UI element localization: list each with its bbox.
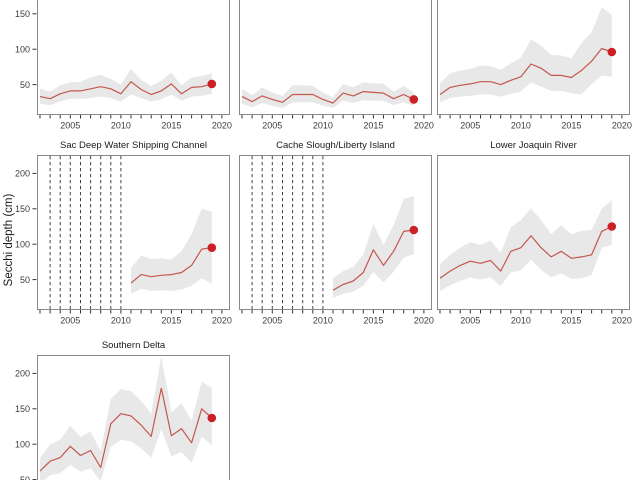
y-axis-tick-label: 200	[15, 169, 30, 179]
end-point-marker	[207, 243, 217, 252]
end-point-marker	[409, 95, 419, 104]
x-axis-tick-label: 2015	[161, 121, 181, 131]
end-point-marker	[207, 79, 217, 89]
confidence-ribbon	[440, 200, 612, 291]
x-axis-tick-label: 2020	[612, 316, 632, 326]
x-axis-tick-label: 2015	[161, 316, 181, 326]
facet-panel-border	[37, 155, 230, 310]
facet-panel-border	[437, 0, 630, 115]
y-axis-tick-label: 50	[20, 275, 30, 285]
facet-panel-border	[239, 155, 432, 310]
facet-title-southern-delta: Southern Delta	[101, 340, 166, 351]
x-axis-tick-label: 2015	[561, 316, 581, 326]
x-axis-tick-label: 2005	[262, 316, 282, 326]
end-point-marker	[409, 225, 419, 235]
confidence-ribbon	[242, 82, 414, 108]
trend-line	[439, 47, 612, 95]
trend-line	[241, 90, 415, 104]
y-axis-tick-label: 150	[15, 404, 30, 414]
y-axis-tick-label: 100	[15, 239, 30, 249]
x-axis-tick-label: 2005	[262, 121, 282, 131]
y-axis-label: Secchi depth (cm)	[3, 193, 15, 287]
x-axis-tick-label: 2020	[612, 121, 632, 131]
end-point-marker	[607, 47, 617, 57]
y-axis-tick-label: 150	[15, 204, 30, 214]
x-axis-tick-label: 2005	[60, 121, 80, 131]
y-axis-tick-label: 50	[20, 475, 30, 480]
x-axis-tick-label: 2015	[363, 121, 383, 131]
facet-panel-border	[437, 155, 630, 310]
end-point-marker	[607, 222, 617, 231]
y-axis-tick-label: 100	[15, 439, 30, 449]
confidence-ribbon	[131, 208, 212, 294]
x-axis-tick-label: 2015	[363, 316, 383, 326]
confidence-ribbon	[333, 196, 414, 298]
x-axis-tick-label: 2015	[561, 121, 581, 131]
x-axis-tick-label: 2010	[511, 316, 531, 326]
facet-panel-border	[37, 0, 230, 115]
trend-line	[39, 387, 213, 472]
x-axis-tick-label: 2010	[111, 121, 131, 131]
y-axis-tick-label: 100	[15, 44, 30, 54]
y-axis-tick-label: 50	[20, 80, 30, 90]
trend-line	[130, 247, 212, 284]
x-axis-tick-label: 2010	[313, 121, 333, 131]
trend-line	[39, 81, 212, 100]
x-axis-tick-label: 2010	[111, 316, 131, 326]
x-axis-tick-label: 2010	[313, 316, 333, 326]
facet-title-lower-joaquin-river: Lower Joaquin River	[490, 140, 577, 151]
x-axis-tick-label: 2010	[511, 121, 531, 131]
confidence-ribbon	[40, 356, 212, 480]
trend-line	[332, 229, 414, 291]
trend-line	[439, 225, 613, 279]
x-axis-tick-label: 2005	[460, 316, 480, 326]
confidence-ribbon	[440, 7, 612, 103]
y-axis-tick-label: 200	[15, 369, 30, 379]
x-axis-tick-label: 2005	[60, 316, 80, 326]
facet-panel-border	[239, 0, 432, 115]
facet-title-cache-slough-liberty-island: Cache Slough/Liberty Island	[276, 140, 395, 151]
x-axis-tick-label: 2020	[414, 316, 434, 326]
x-axis-tick-label: 2020	[212, 316, 232, 326]
x-axis-tick-label: 2005	[460, 121, 480, 131]
x-axis-tick-label: 2020	[212, 121, 232, 131]
end-point-marker	[207, 413, 217, 423]
facet-title-sac-deep-water-shipping-channel: Sac Deep Water Shipping Channel	[60, 140, 207, 151]
facet-panel-border	[37, 355, 230, 480]
y-axis-tick-label: 150	[15, 9, 30, 19]
x-axis-tick-label: 2020	[414, 121, 434, 131]
